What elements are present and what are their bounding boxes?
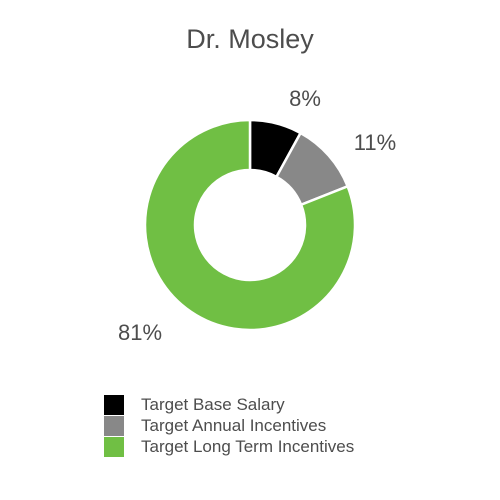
data-label-long-term-incentives: 81% xyxy=(118,320,162,345)
legend-item-long-term-incentives: Target Long Term Incentives xyxy=(104,436,354,457)
legend-swatch-annual-incentives xyxy=(104,415,124,436)
data-label-annual-incentives: 11% xyxy=(354,130,396,155)
legend-item-base-salary: Target Base Salary xyxy=(104,394,354,415)
donut-slice-long-term-incentives xyxy=(143,118,357,332)
legend-label-annual-incentives: Target Annual Incentives xyxy=(141,415,327,435)
legend-item-annual-incentives: Target Annual Incentives xyxy=(104,415,354,436)
legend-label-long-term-incentives: Target Long Term Incentives xyxy=(141,436,355,456)
legend-label-base-salary: Target Base Salary xyxy=(141,394,285,414)
chart-title: Dr. Mosley xyxy=(186,24,314,54)
legend-swatch-base-salary xyxy=(104,394,124,415)
data-label-base-salary: 8% xyxy=(289,86,321,111)
legend-swatch-long-term-incentives xyxy=(104,436,124,457)
legend: Target Base Salary Target Annual Incenti… xyxy=(104,394,354,457)
